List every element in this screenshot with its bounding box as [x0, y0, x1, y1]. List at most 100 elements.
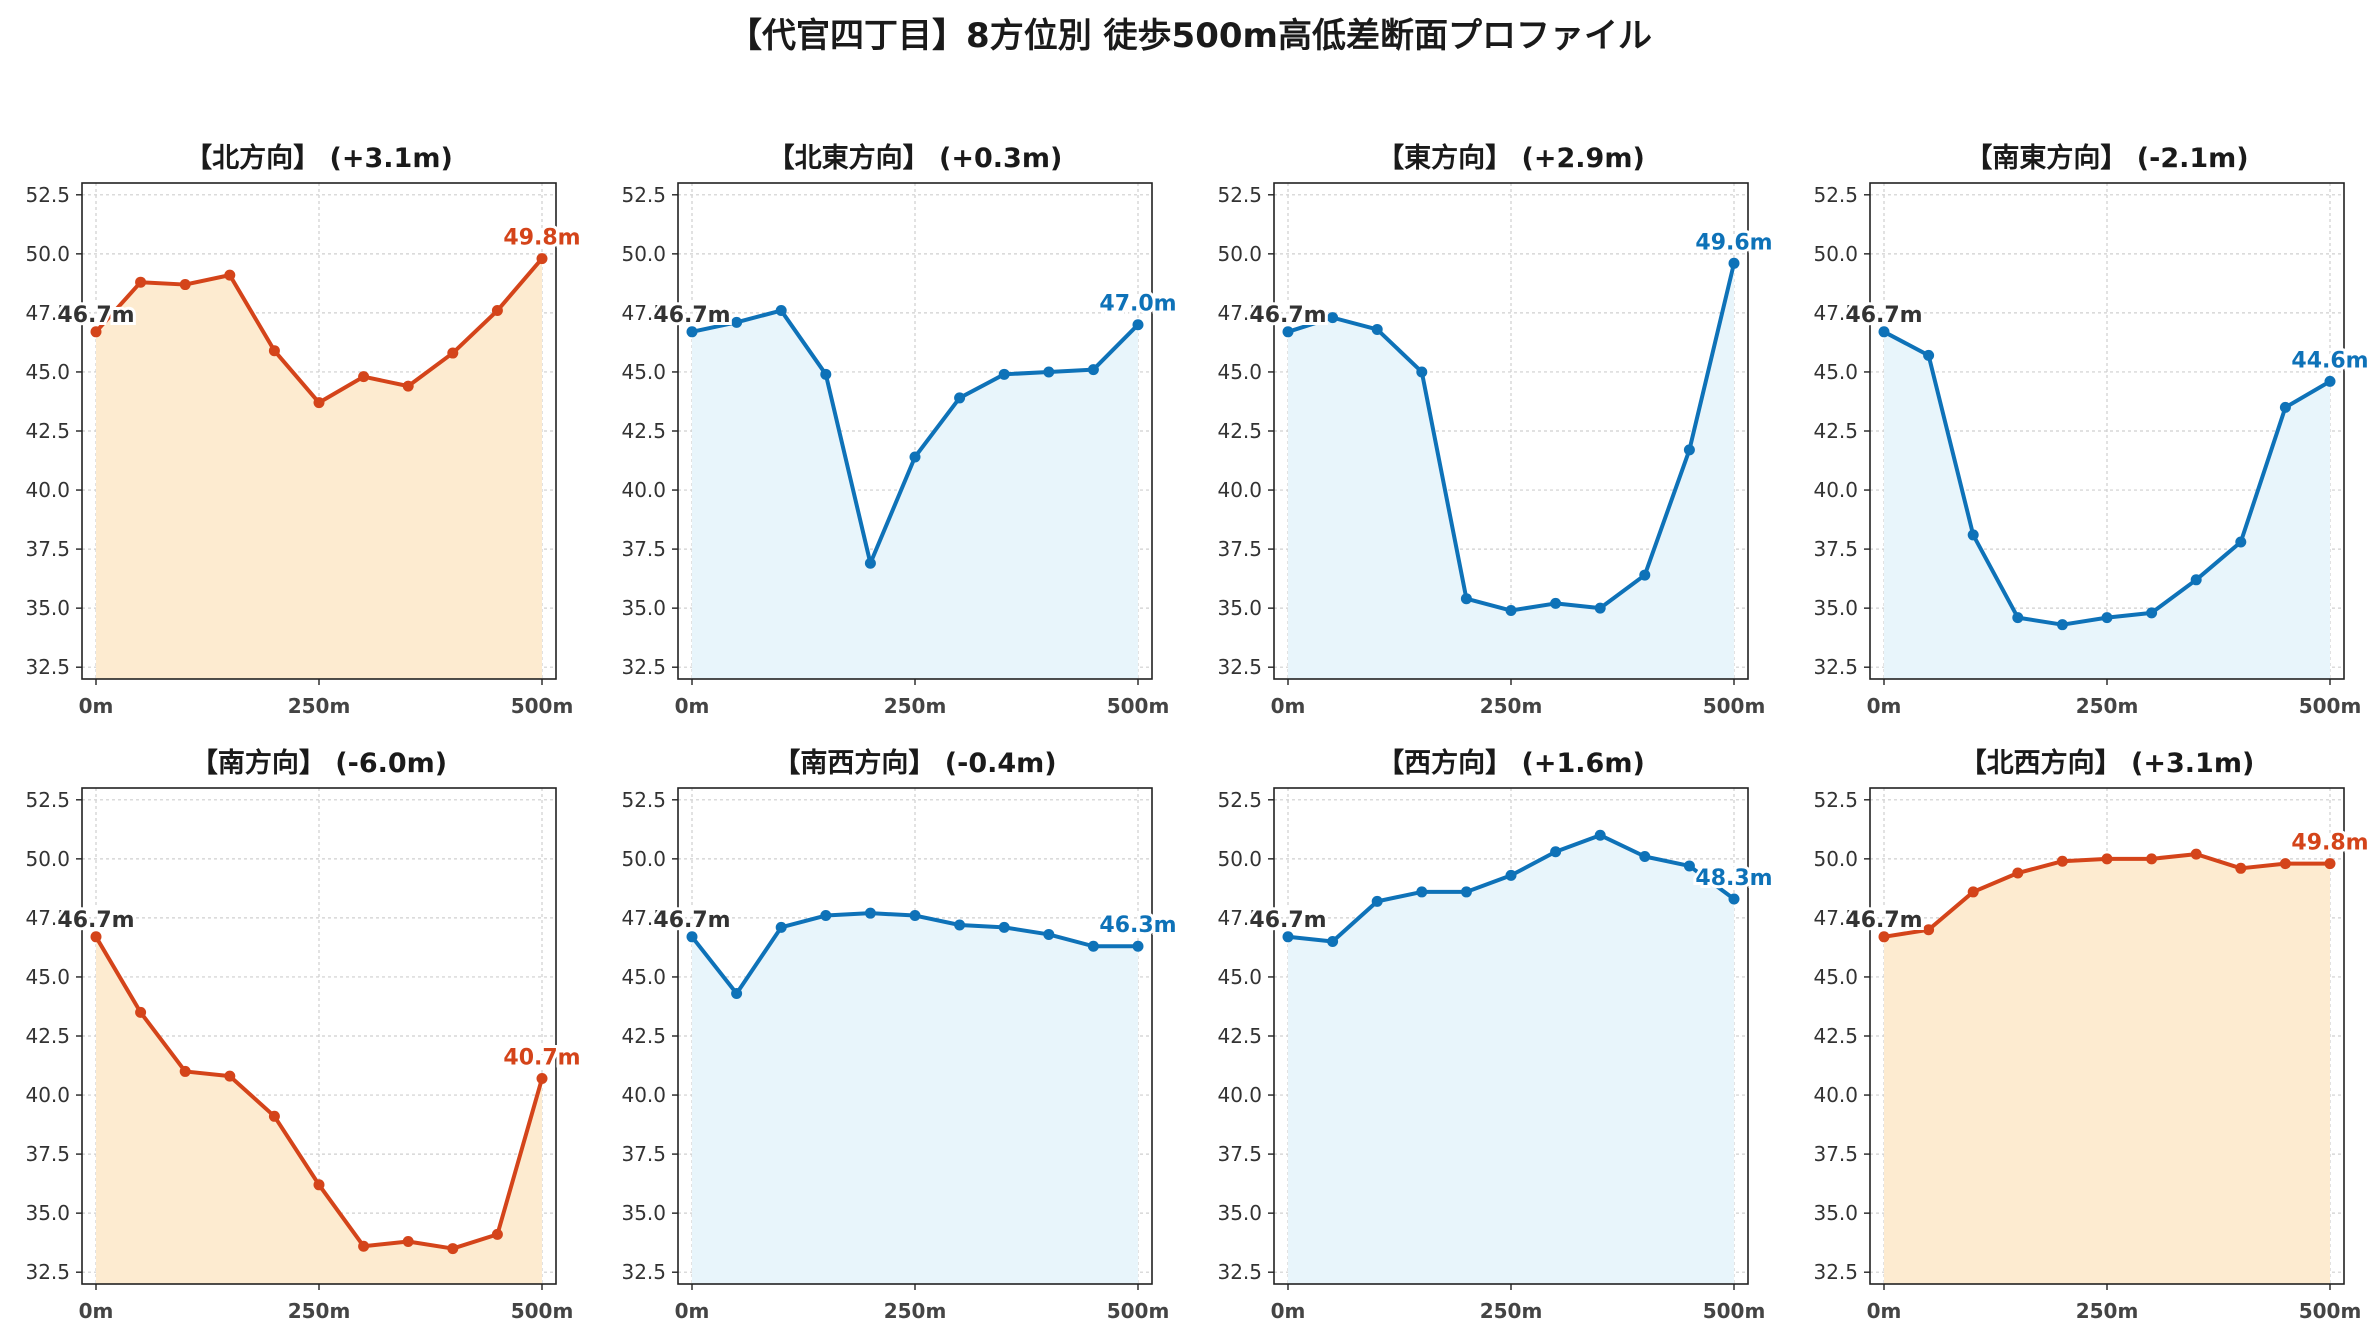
- y-tick-label: 40.0: [1813, 478, 1858, 502]
- y-tick-label: 40.0: [1813, 1083, 1858, 1107]
- axes-frame: [1273, 182, 1749, 680]
- data-point: [1505, 605, 1517, 617]
- axes-frame: [81, 787, 557, 1285]
- x-tick-label: 500m: [1703, 694, 1766, 718]
- data-point: [909, 910, 921, 922]
- y-tick-label: 37.5: [25, 537, 70, 561]
- y-tick-label: 50.0: [25, 847, 70, 871]
- data-point: [1967, 529, 1979, 541]
- y-tick-label: 50.0: [1217, 847, 1262, 871]
- y-tick-label: 35.0: [25, 596, 70, 620]
- x-tick-label: 0m: [1271, 1299, 1306, 1323]
- panel-7: 【西方向】 (+1.6m) 32.5 35.0 37.5 40.0 42.5 45.0 47.…: [1217, 747, 1775, 1323]
- data-point: [1416, 886, 1428, 898]
- x-tick-label: 0m: [1867, 1299, 1902, 1323]
- y-tick-label: 37.5: [621, 1142, 666, 1166]
- panel-8: 【北西方向】 (+3.1m) 32.5 35.0 37.5 40.0 42.5 45.0 47…: [1813, 747, 2371, 1323]
- x-tick-label: 250m: [288, 1299, 351, 1323]
- data-point: [1132, 319, 1144, 331]
- start-value-label: 46.7m: [57, 908, 134, 933]
- x-tick-label: 0m: [79, 694, 114, 718]
- data-point: [1282, 931, 1294, 943]
- y-tick-label: 50.0: [1813, 847, 1858, 871]
- data-point: [1460, 886, 1472, 898]
- y-tick-label: 40.0: [621, 478, 666, 502]
- y-tick-label: 45.0: [1813, 360, 1858, 384]
- y-tick-label: 45.0: [25, 965, 70, 989]
- panel-4: 【南東方向】 (-2.1m) 32.5 35.0 37.5 40.0 42.5 45.0 47…: [1813, 142, 2371, 718]
- y-tick-label: 50.0: [621, 847, 666, 871]
- y-tick-label: 37.5: [1217, 537, 1262, 561]
- y-tick-label: 45.0: [621, 360, 666, 384]
- data-point: [179, 279, 191, 291]
- x-tick-label: 500m: [511, 694, 574, 718]
- data-point: [2101, 853, 2113, 865]
- data-point: [2324, 375, 2336, 387]
- x-tick-label: 500m: [2299, 1299, 2362, 1323]
- y-tick-label: 45.0: [1813, 965, 1858, 989]
- data-point: [775, 305, 787, 317]
- y-tick-label: 47.5: [25, 301, 70, 325]
- data-point: [2235, 862, 2247, 874]
- y-tick-label: 45.0: [1217, 965, 1262, 989]
- data-point: [536, 1073, 548, 1085]
- axes-frame: [677, 182, 1153, 680]
- data-point: [1594, 602, 1606, 614]
- data-point: [1327, 312, 1339, 324]
- data-point: [447, 347, 459, 359]
- y-tick-label: 37.5: [1217, 1142, 1262, 1166]
- panel-3: 【東方向】 (+2.9m) 32.5 35.0 37.5 40.0 42.5 45.0 47.…: [1217, 142, 1775, 718]
- data-point: [268, 345, 280, 357]
- y-tick-label: 40.0: [25, 1083, 70, 1107]
- data-point: [1087, 364, 1099, 376]
- elevation-area: [1288, 835, 1734, 1284]
- y-tick-label: 32.5: [1813, 1260, 1858, 1284]
- data-point: [1550, 846, 1562, 858]
- y-tick-label: 42.5: [621, 1024, 666, 1048]
- elevation-area: [1884, 854, 2330, 1284]
- data-point: [268, 1110, 280, 1122]
- data-point: [1683, 860, 1695, 872]
- y-tick-label: 52.5: [1813, 788, 1858, 812]
- panel-title: 【北東方向】 (+0.3m): [768, 142, 1063, 174]
- panel-6: 【南西方向】 (-0.4m) 32.5 35.0 37.5 40.0 42.5 45.0 47…: [621, 747, 1179, 1323]
- data-point: [864, 907, 876, 919]
- data-point: [1416, 366, 1428, 378]
- y-tick-label: 42.5: [25, 1024, 70, 1048]
- y-tick-label: 52.5: [1217, 788, 1262, 812]
- start-value-label: 46.7m: [1249, 908, 1326, 933]
- y-tick-label: 35.0: [621, 596, 666, 620]
- y-tick-label: 50.0: [1217, 242, 1262, 266]
- elevation-area: [692, 913, 1138, 1284]
- panel-1: 【北方向】 (+3.1m) 32.5 35.0 37.5 40.0 42.5 45.0 47.…: [25, 142, 583, 718]
- x-tick-label: 250m: [884, 694, 947, 718]
- panel-title: 【南方向】 (-6.0m): [191, 747, 447, 779]
- data-point: [909, 451, 921, 463]
- data-point: [731, 316, 743, 328]
- y-tick-label: 37.5: [1813, 1142, 1858, 1166]
- y-tick-label: 47.5: [1217, 906, 1262, 930]
- y-tick-label: 42.5: [1217, 419, 1262, 443]
- elevation-area: [1288, 263, 1734, 679]
- data-point: [1550, 597, 1562, 609]
- y-tick-label: 35.0: [1217, 596, 1262, 620]
- data-point: [1460, 593, 1472, 605]
- end-value-label: 48.3m: [1695, 866, 1772, 891]
- panel-title: 【東方向】 (+2.9m): [1377, 142, 1645, 174]
- x-tick-label: 250m: [2076, 1299, 2139, 1323]
- data-point: [820, 368, 832, 380]
- y-tick-label: 50.0: [1813, 242, 1858, 266]
- data-point: [1878, 326, 1890, 338]
- data-point: [2324, 858, 2336, 870]
- data-point: [2190, 574, 2202, 586]
- end-value-label: 49.8m: [2291, 831, 2368, 856]
- y-tick-label: 45.0: [621, 965, 666, 989]
- data-point: [2190, 848, 2202, 860]
- y-tick-label: 40.0: [621, 1083, 666, 1107]
- y-tick-label: 37.5: [621, 537, 666, 561]
- data-point: [90, 326, 102, 338]
- data-point: [686, 931, 698, 943]
- y-tick-label: 32.5: [1813, 655, 1858, 679]
- data-point: [1967, 886, 1979, 898]
- x-tick-label: 250m: [1480, 1299, 1543, 1323]
